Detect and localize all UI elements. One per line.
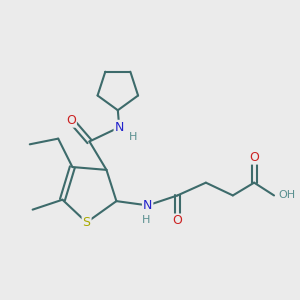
Text: N: N (115, 121, 124, 134)
Text: H: H (129, 132, 138, 142)
Text: O: O (249, 151, 259, 164)
Text: O: O (172, 214, 182, 227)
Text: OH: OH (278, 190, 296, 200)
Text: H: H (142, 214, 150, 225)
Text: S: S (82, 216, 91, 229)
Text: O: O (66, 114, 76, 127)
Text: N: N (143, 199, 152, 212)
